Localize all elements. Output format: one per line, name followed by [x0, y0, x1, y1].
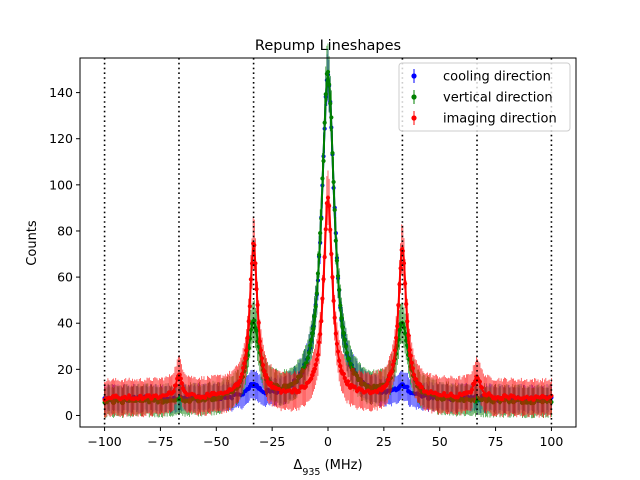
x-axis-label-main: Δ — [293, 458, 302, 473]
x-tick-label: 75 — [488, 434, 504, 449]
x-axis-label-unit: (MHz) — [320, 458, 362, 473]
y-tick-label: 140 — [49, 85, 73, 100]
y-tick-label: 20 — [57, 362, 73, 377]
y-tick-label: 80 — [57, 223, 73, 238]
x-tick-label: −50 — [203, 434, 229, 449]
y-tick-label: 60 — [57, 270, 73, 285]
x-axis-label-subscript: 935 — [302, 467, 320, 478]
y-axis: 0 20 40 60 80 100 120 140 — [49, 85, 80, 423]
x-axis-label: Δ935 (MHz) — [293, 458, 362, 478]
legend-label: cooling direction — [443, 70, 551, 85]
x-tick-label: 0 — [324, 434, 332, 449]
legend-entry-vertical: vertical direction — [411, 90, 553, 106]
x-tick-label: −75 — [147, 434, 173, 449]
legend-marker — [411, 94, 417, 100]
y-tick-label: 120 — [49, 131, 73, 146]
x-tick-label: −100 — [87, 434, 121, 449]
fit-line — [104, 194, 552, 399]
x-tick-label: 25 — [376, 434, 392, 449]
legend-entry-imaging: imaging direction — [411, 111, 557, 127]
y-tick-label: 40 — [57, 316, 73, 331]
reference-lines — [103, 58, 553, 427]
x-tick-label: 50 — [432, 434, 448, 449]
y-tick-label: 0 — [65, 408, 73, 423]
x-axis: −100 −75 −50 −25 0 25 50 75 100 — [87, 427, 563, 449]
x-tick-label: 100 — [539, 434, 563, 449]
series-imaging-direction — [102, 170, 554, 418]
x-tick-label: −25 — [259, 434, 285, 449]
legend-label: imaging direction — [443, 112, 557, 127]
legend: cooling direction vertical direction ima… — [398, 62, 571, 132]
legend-entry-cooling: cooling direction — [411, 69, 551, 85]
legend-marker — [411, 73, 417, 79]
legend-label: vertical direction — [443, 91, 553, 106]
y-tick-label: 100 — [49, 177, 73, 192]
legend-marker — [411, 115, 417, 121]
legend-box — [398, 62, 571, 132]
y-axis-label: Counts — [25, 220, 40, 266]
